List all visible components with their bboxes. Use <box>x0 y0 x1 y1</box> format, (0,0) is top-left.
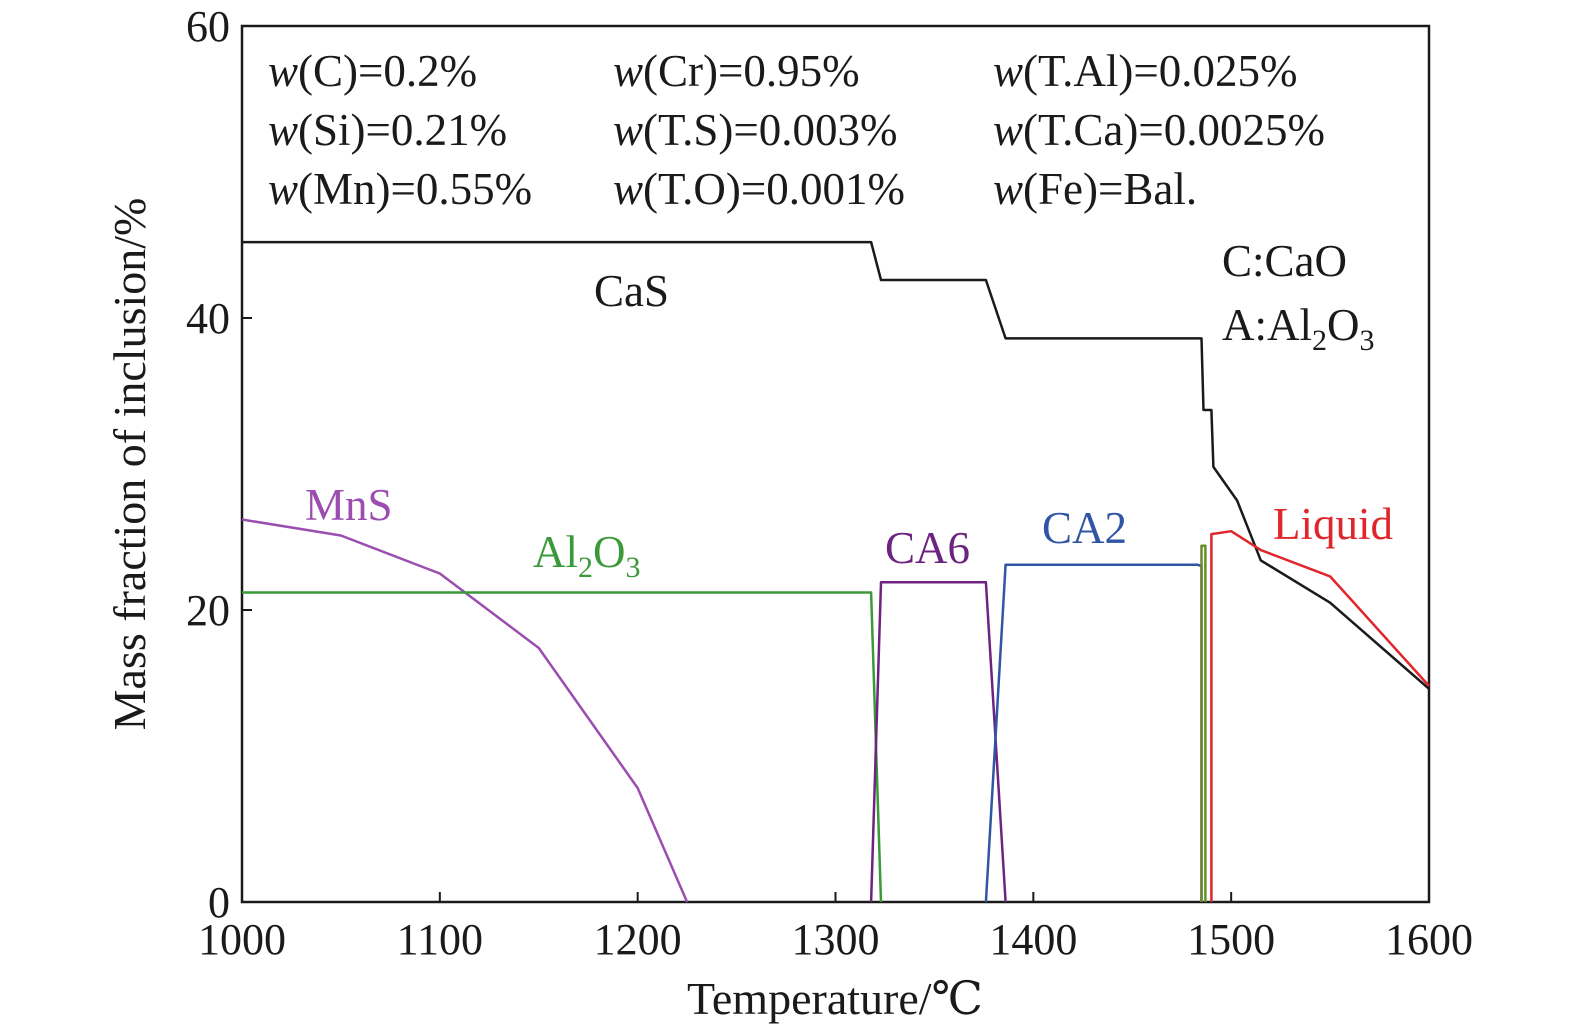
series-line-mns <box>241 518 689 903</box>
series-line-ca6 <box>869 581 1007 903</box>
y-tick-label: 0 <box>208 878 230 927</box>
series-line-liquid <box>1210 529 1430 902</box>
y-tick-label: 20 <box>186 586 230 635</box>
note-cao: C:CaO <box>1222 236 1347 286</box>
series-label-mns: MnS <box>305 480 393 530</box>
x-tick-label: 1300 <box>792 915 880 964</box>
series-label-ca6: CA6 <box>885 523 970 573</box>
x-tick-label: 1400 <box>989 915 1077 964</box>
axis-layer: 1000 1100 1200 1300 1400 1500 1600 0 20 40 60 <box>186 2 1473 964</box>
composition-cr: w(Cr)=0.95% <box>613 46 860 96</box>
series-line-cas <box>242 240 1430 690</box>
x-tick-label: 1200 <box>594 915 682 964</box>
note-al2o3: A:Al2O3 <box>1222 300 1375 357</box>
y-axis-title: Mass fraction of inclusion/% <box>104 198 155 731</box>
composition-si: w(Si)=0.21% <box>268 105 507 155</box>
series-line-cao-small <box>1200 544 1207 902</box>
composition-tal: w(T.Al)=0.025% <box>993 46 1298 96</box>
composition-annotation: w(C)=0.2% w(Cr)=0.95% w(T.Al)=0.025% w(S… <box>268 46 1325 214</box>
x-tick-label: 1500 <box>1187 915 1275 964</box>
abbreviation-notes: C:CaO A:Al2O3 <box>1222 236 1375 357</box>
series-layer <box>241 240 1430 903</box>
series-label-liquid: Liquid <box>1273 499 1393 549</box>
composition-fe: w(Fe)=Bal. <box>993 164 1197 214</box>
series-line-al2o3 <box>242 591 883 903</box>
composition-to: w(T.O)=0.001% <box>613 164 905 214</box>
composition-tca: w(T.Ca)=0.0025% <box>993 105 1325 155</box>
x-axis-title: Temperature/℃ <box>687 973 983 1024</box>
series-label-ca2: CA2 <box>1042 503 1127 553</box>
composition-c: w(C)=0.2% <box>268 46 477 96</box>
x-tick-label: 1100 <box>397 915 483 964</box>
x-tick-label: 1600 <box>1385 915 1473 964</box>
series-line-ca2 <box>984 563 1203 903</box>
composition-mn: w(Mn)=0.55% <box>268 164 532 214</box>
series-labels: CaS MnS Al2O3 CA6 CA2 Liquid <box>305 266 1393 584</box>
y-tick-label: 40 <box>186 294 230 343</box>
y-tick-label: 60 <box>186 2 230 51</box>
composition-ts: w(T.S)=0.003% <box>613 105 898 155</box>
x-tick-label: 1000 <box>198 915 286 964</box>
plot-frame <box>240 24 1431 904</box>
series-label-al2o3: Al2O3 <box>533 527 641 584</box>
series-label-cas: CaS <box>594 266 669 316</box>
